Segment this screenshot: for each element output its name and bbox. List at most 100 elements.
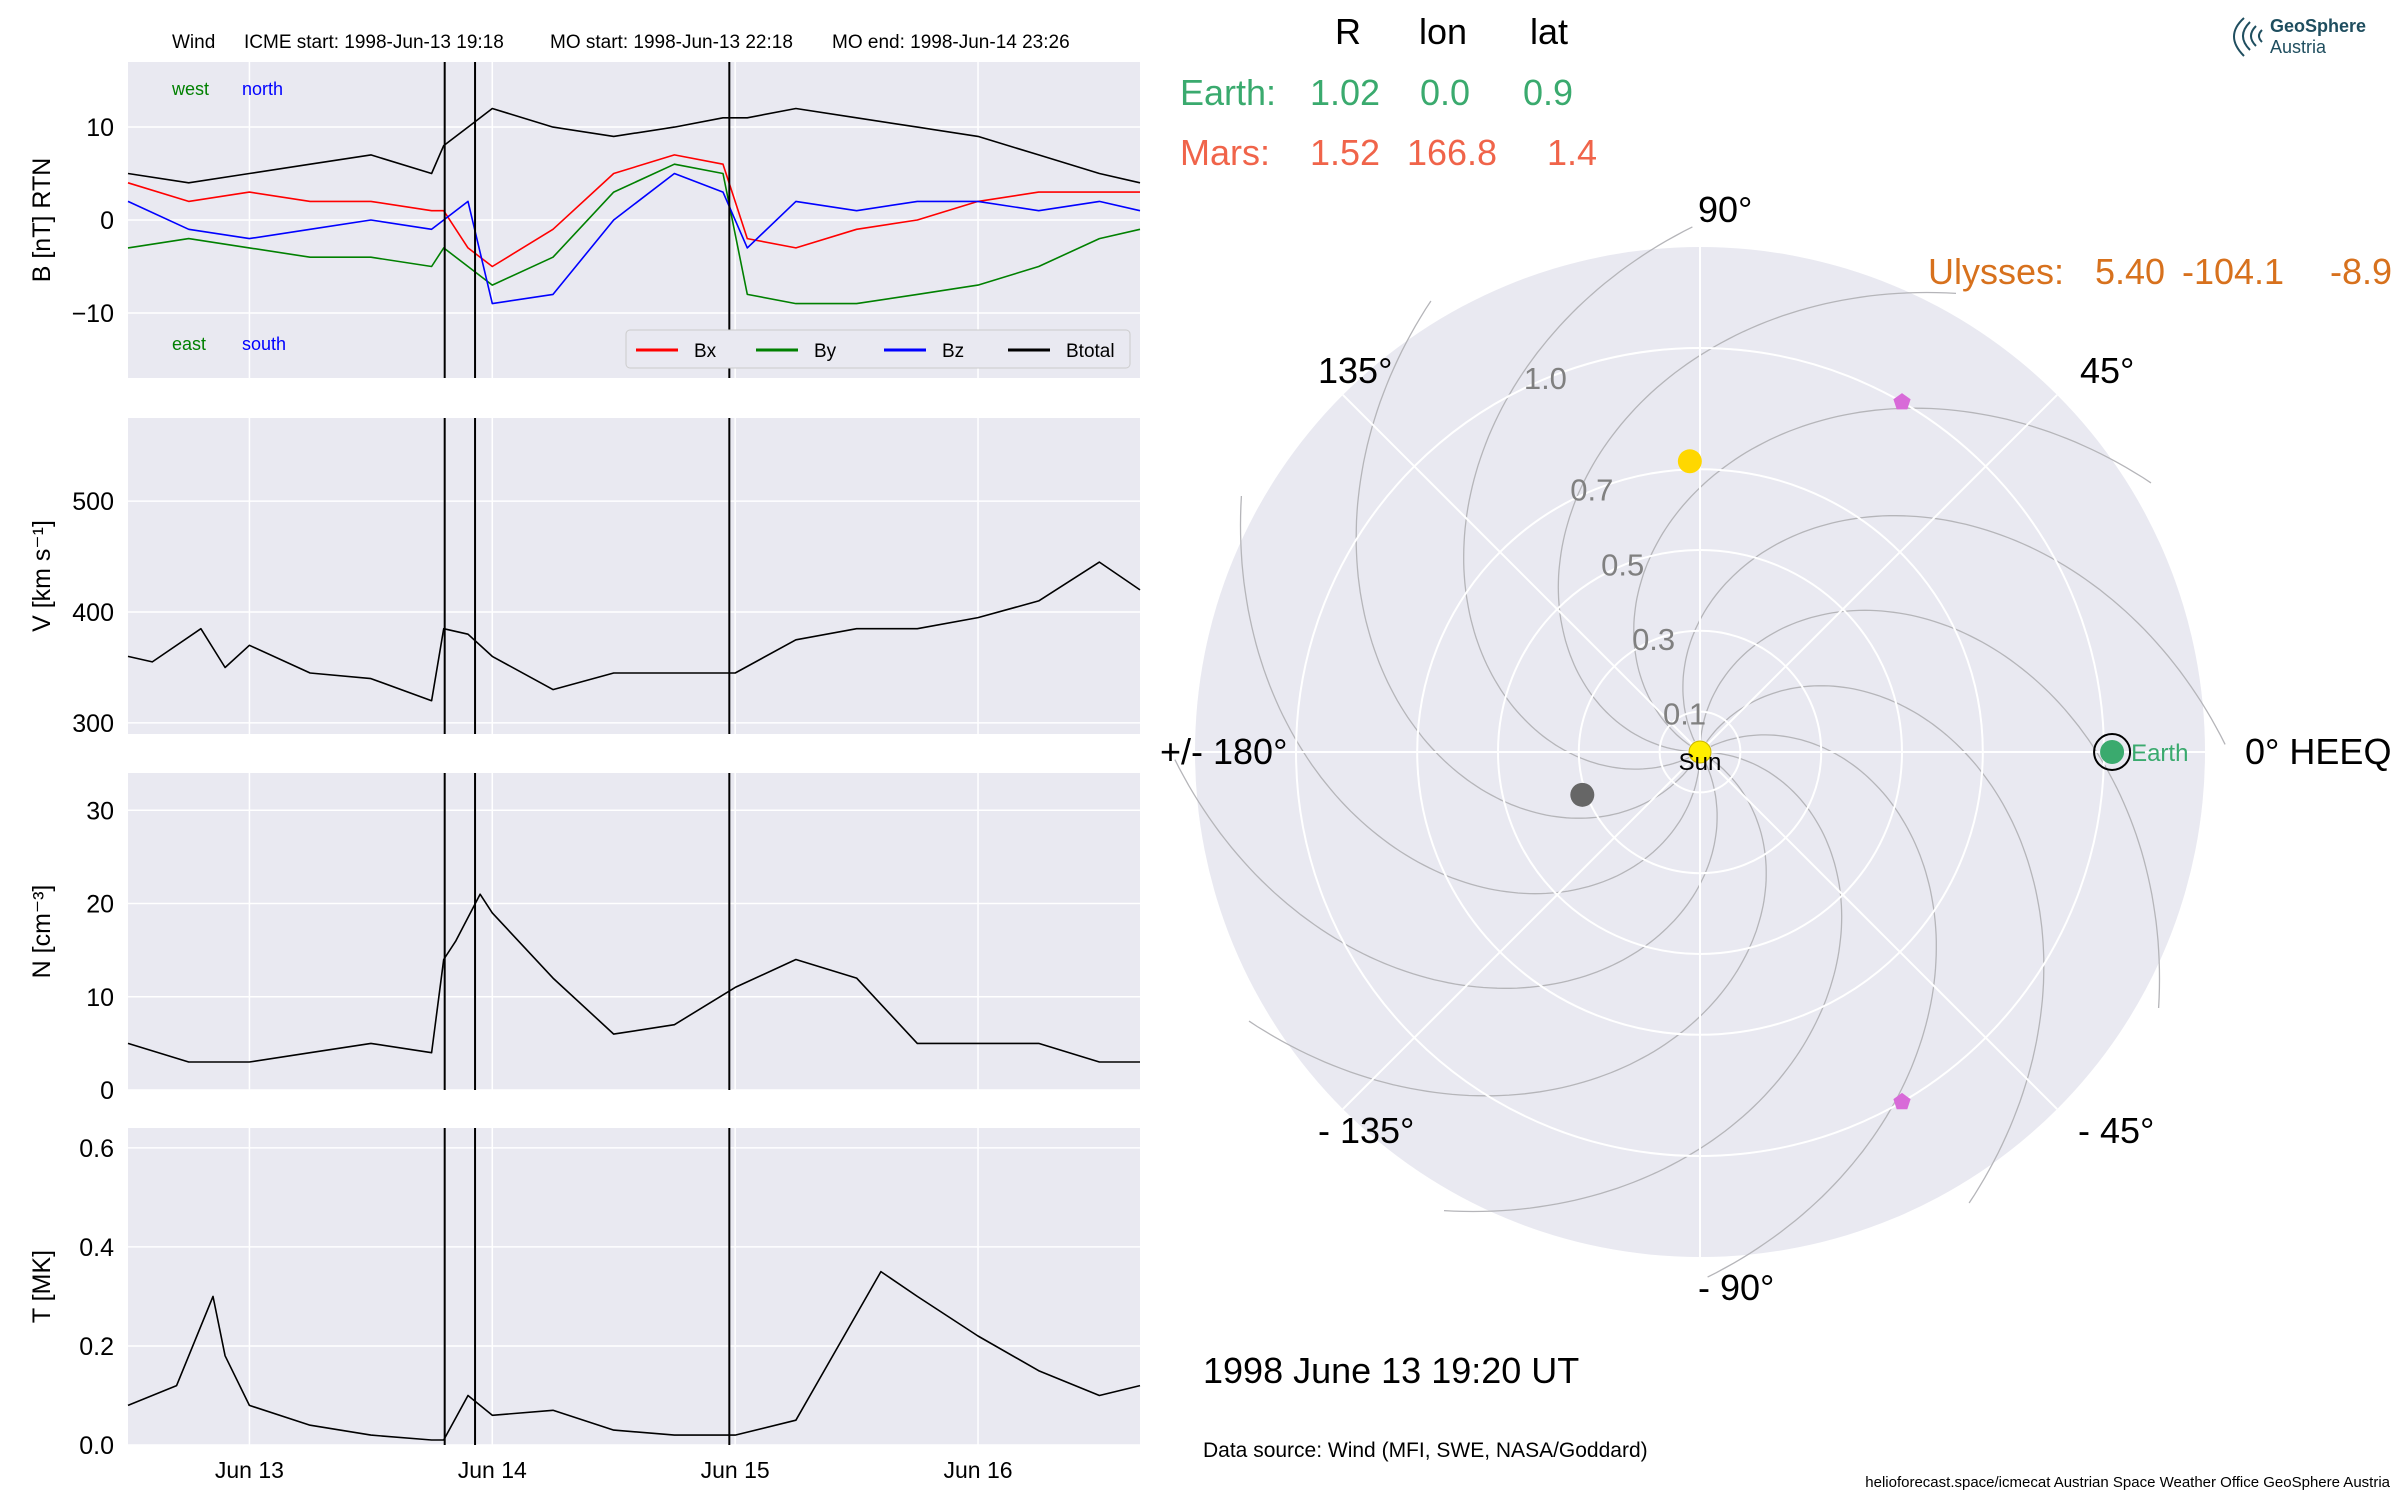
position-row-mars: Mars: 1.52 166.8 1.4 [1180, 132, 1597, 173]
spiral-line [1682, 515, 2226, 745]
x-tick-label: Jun 15 [701, 1457, 770, 1483]
legend-label-btotal: Btotal [1066, 341, 1115, 362]
panel-1: −10 0 10 B [nT] RTN west north east south Bx By Bz… [28, 62, 1141, 378]
position-table: R lon lat Earth: 1.02 0.0 0.9 Mars: 1.52… [1180, 11, 2392, 292]
position-row-earth: Earth: 1.02 0.0 0.9 [1180, 72, 1573, 113]
y-tick-label: 0.0 [79, 1432, 114, 1460]
y-tick-label: 0.2 [79, 1333, 114, 1361]
y-tick-label: 0 [100, 1077, 114, 1105]
mars-lat: 1.4 [1547, 132, 1597, 173]
series-line-bz [127, 172, 1141, 305]
y-tick-label: 300 [72, 710, 114, 738]
plot-header: Wind ICME start: 1998-Jun-13 19:18 MO st… [172, 32, 1070, 53]
earth-name: Earth: [1180, 72, 1276, 113]
legend-label-bx: Bx [694, 341, 717, 362]
earth-lat: 0.9 [1523, 72, 1573, 113]
position-row-ulysses: Ulysses: 5.40 -104.1 -8.9 [1928, 251, 2392, 292]
ulysses-name: Ulysses: [1928, 251, 2064, 292]
series-line-bx [127, 154, 1140, 268]
parker-spirals [1174, 226, 2226, 1278]
data-source: Data source: Wind (MFI, SWE, NASA/Goddar… [1203, 1439, 1648, 1462]
ulysses-lon: -104.1 [2182, 251, 2284, 292]
series-line-btotal [127, 107, 1141, 184]
table-header-lat: lat [1530, 11, 1568, 52]
spiral-line [1706, 685, 2045, 1204]
x-tick-label: Jun 13 [215, 1457, 284, 1483]
radial-tick-label: 0.3 [1632, 622, 1675, 657]
angle-label-m45: - 45° [2078, 1110, 2154, 1151]
mars-name: Mars: [1180, 132, 1270, 173]
y-tick-label: 10 [86, 114, 114, 142]
header-mo-end: MO end: 1998-Jun-14 23:26 [832, 32, 1070, 53]
panel-grid [128, 418, 1140, 734]
spiral-line [1699, 609, 2161, 1009]
logo-line2: Austria [2270, 37, 2327, 57]
series-group [127, 893, 1140, 1063]
spiral-line [1557, 291, 1957, 753]
polar-grid-spoke [1699, 751, 2058, 1110]
annotation-west: west [171, 79, 209, 99]
timestamp: 1998 June 13 19:20 UT [1203, 1350, 1579, 1391]
spiral-line [1248, 758, 1767, 1097]
mars-lon: 166.8 [1407, 132, 1497, 173]
header-mo-start: MO start: 1998-Jun-13 22:18 [550, 32, 793, 53]
y-tick-label: 0.4 [79, 1234, 114, 1262]
angle-label-m135: - 135° [1318, 1110, 1414, 1151]
spiral-line [1239, 495, 1701, 895]
y-tick-label: 30 [86, 797, 114, 825]
body-mercury [1570, 782, 1595, 807]
earth-r: 1.02 [1310, 72, 1380, 113]
y-tick-label: 0.6 [79, 1135, 114, 1163]
panel-4: 0.0 0.2 0.4 0.6 T [MK] Jun 13 Jun 14 Jun 15 Jun … [28, 1128, 1141, 1483]
body-earth [2100, 740, 2125, 764]
panel-background [128, 773, 1140, 1090]
series-group [127, 1270, 1141, 1441]
polar-position-plot: 0.1 0.3 0.5 0.7 1.0 Sun Earth [1174, 226, 2226, 1278]
ulysses-lat: -8.9 [2330, 251, 2392, 292]
spiral-line [1355, 300, 1694, 819]
y-axis-label: V [km s⁻¹] [28, 520, 56, 632]
earth-ring [2093, 733, 2132, 771]
legend-box [625, 329, 1131, 369]
polar-grid-spoke [1342, 394, 1701, 753]
angle-label-90: 90° [1698, 189, 1752, 230]
series-line-t [127, 1270, 1141, 1441]
y-axis-label: B [nT] RTN [28, 158, 56, 283]
radial-tick-label: 0.1 [1663, 697, 1706, 732]
ulysses-r: 5.40 [2095, 251, 2165, 292]
x-tick-label: Jun 16 [943, 1457, 1012, 1483]
y-tick-label: 20 [86, 891, 114, 919]
spiral-line [1174, 759, 1718, 989]
x-tick-label: Jun 14 [458, 1457, 527, 1483]
angle-label-45: 45° [2080, 350, 2134, 391]
legend: Bx By Bz Btotal [625, 329, 1131, 369]
series-group [127, 561, 1141, 702]
polar-grid [1195, 247, 2205, 1257]
panel-grid [128, 1128, 1140, 1446]
y-tick-label: 0 [100, 207, 114, 235]
y-axis-label: N [cm⁻³] [28, 885, 56, 979]
polar-grid-spoke [1342, 751, 1701, 1110]
logo-line1: GeoSphere [2270, 16, 2366, 36]
body-probe-a [1893, 393, 1911, 410]
body-venus [1677, 449, 1702, 474]
series-line-by [127, 163, 1141, 305]
y-tick-label: 10 [86, 984, 114, 1012]
polar-grid-spoke [1699, 394, 2058, 753]
mars-r: 1.52 [1310, 132, 1380, 173]
geosphere-logo: GeoSphere Austria [2233, 16, 2366, 57]
legend-label-bz: Bz [942, 341, 964, 362]
annotation-east: east [172, 334, 206, 354]
angle-label-m90: - 90° [1698, 1267, 1774, 1308]
header-icme-start: ICME start: 1998-Jun-13 19:18 [244, 32, 504, 53]
spiral-line [1443, 751, 1843, 1213]
panel-3: 0 10 20 30 N [cm⁻³] [28, 773, 1140, 1105]
y-tick-label: 500 [72, 488, 114, 516]
spiral-line [1707, 734, 1937, 1278]
y-tick-label: 400 [72, 599, 114, 627]
radial-tick-label: 1.0 [1524, 361, 1567, 396]
polar-angle-labels: 0° HEEQ 45° 90° 135° +/- 180° - 135° - 9… [1160, 189, 2391, 1308]
earth-lon: 0.0 [1420, 72, 1470, 113]
panel-2: 300 400 500 V [km s⁻¹] [28, 418, 1141, 738]
